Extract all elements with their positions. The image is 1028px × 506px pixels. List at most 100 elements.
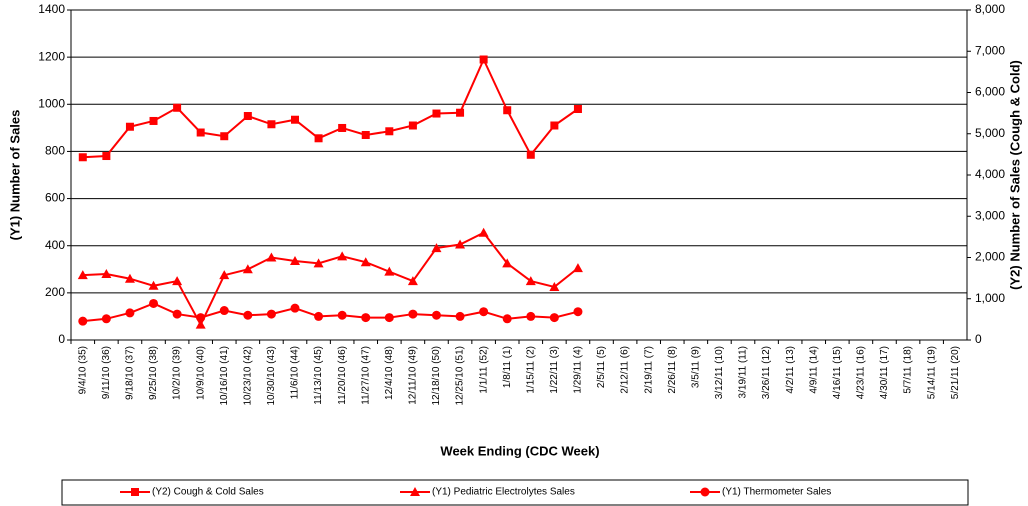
data-point bbox=[314, 134, 323, 143]
data-point bbox=[313, 258, 324, 268]
y2-tick-label: 1,000 bbox=[975, 291, 1005, 305]
data-point bbox=[266, 252, 277, 262]
y-tick-label: 1000 bbox=[38, 96, 65, 110]
legend-box bbox=[61, 479, 969, 506]
data-point bbox=[360, 257, 371, 267]
x-tick-label: 4/16/11 (15) bbox=[832, 346, 843, 399]
y2-tick-label: 6,000 bbox=[975, 85, 1005, 99]
data-point bbox=[572, 263, 583, 273]
data-point bbox=[102, 152, 111, 161]
data-point bbox=[337, 310, 347, 320]
x-tick-label: 5/7/11 (18) bbox=[903, 346, 914, 394]
data-point bbox=[361, 130, 370, 139]
y2-tick-label: 3,000 bbox=[975, 208, 1005, 222]
data-point bbox=[408, 121, 417, 130]
y-tick-label: 200 bbox=[45, 285, 65, 299]
data-point bbox=[573, 307, 583, 317]
data-point bbox=[549, 281, 560, 291]
data-point bbox=[290, 303, 300, 313]
x-tick-label: 10/30/10 (43) bbox=[266, 346, 277, 406]
data-point bbox=[384, 313, 394, 323]
x-tick-label: 5/21/11 (20) bbox=[950, 346, 961, 399]
y-tick-label: 1200 bbox=[38, 49, 65, 63]
x-tick-label: 12/11/10 (49) bbox=[408, 346, 419, 405]
x-tick-label: 3/5/11 (9) bbox=[690, 346, 701, 388]
data-point bbox=[549, 313, 559, 323]
data-point bbox=[220, 132, 229, 141]
data-point bbox=[101, 269, 112, 278]
y2-tick-label: 2,000 bbox=[975, 250, 1005, 264]
x-tick-label: 2/12/11 (6) bbox=[620, 346, 631, 394]
data-point bbox=[290, 256, 300, 266]
data-point bbox=[267, 120, 276, 129]
data-point bbox=[384, 266, 395, 276]
plot-frame bbox=[70, 9, 968, 341]
data-point bbox=[407, 276, 418, 286]
x-tick-label: 1/15/11 (2) bbox=[525, 346, 536, 394]
data-point bbox=[172, 309, 182, 319]
data-point bbox=[242, 264, 253, 274]
data-point bbox=[361, 313, 371, 323]
x-tick-label: 12/18/10 (50) bbox=[431, 346, 442, 406]
data-point bbox=[78, 316, 88, 326]
x-tick-label: 4/9/11 (14) bbox=[808, 346, 819, 394]
data-point bbox=[291, 115, 299, 124]
x-tick-label: 11/27/10 (47) bbox=[360, 346, 371, 405]
legend-label: (Y1) Thermometer Sales bbox=[722, 487, 831, 498]
y2-axis-title: (Y2) Number of Sales (Cough & Cold) bbox=[1007, 60, 1022, 290]
x-tick-label: 1/1/11 (52) bbox=[478, 346, 489, 394]
y-axis-title: (Y1) Number of Sales bbox=[7, 110, 22, 241]
data-point bbox=[526, 150, 535, 159]
data-point bbox=[338, 123, 347, 132]
data-point bbox=[431, 310, 441, 320]
data-point bbox=[455, 311, 465, 321]
x-tick-label: 1/22/11 (3) bbox=[549, 346, 560, 394]
y2-tick-label: 4,000 bbox=[975, 167, 1005, 181]
data-point bbox=[149, 298, 159, 308]
y-tick-label: 400 bbox=[45, 238, 65, 252]
x-tick-label: 2/5/11 (5) bbox=[596, 346, 607, 388]
x-tick-label: 12/25/10 (51) bbox=[455, 346, 466, 406]
legend-marker bbox=[131, 488, 139, 496]
series-line bbox=[82, 302, 579, 323]
x-tick-label: 11/13/10 (45) bbox=[313, 346, 324, 405]
series-line bbox=[82, 231, 579, 327]
data-point bbox=[219, 270, 230, 280]
data-point bbox=[479, 55, 488, 64]
data-point bbox=[573, 105, 582, 113]
data-point bbox=[172, 276, 183, 286]
data-point bbox=[502, 258, 513, 268]
y-tick-label: 1400 bbox=[38, 2, 65, 16]
data-point bbox=[125, 122, 134, 131]
data-point bbox=[124, 273, 135, 283]
data-point bbox=[243, 310, 253, 320]
y-tick-label: 0 bbox=[58, 332, 65, 346]
data-point bbox=[456, 108, 465, 117]
x-tick-label: 12/4/10 (48) bbox=[384, 346, 395, 400]
x-tick-label: 1/29/11 (4) bbox=[573, 346, 584, 394]
y2-tick-label: 8,000 bbox=[975, 2, 1005, 16]
data-point bbox=[78, 153, 87, 162]
x-tick-label: 9/25/10 (38) bbox=[148, 346, 159, 400]
series-line bbox=[82, 57, 579, 159]
legend-label: (Y1) Pediatric Electrolytes Sales bbox=[432, 487, 575, 498]
data-point bbox=[196, 313, 206, 323]
x-tick-label: 10/16/10 (41) bbox=[219, 346, 230, 406]
x-tick-label: 4/30/11 (17) bbox=[879, 346, 890, 399]
data-point bbox=[314, 311, 324, 321]
x-tick-label: 2/26/11 (8) bbox=[667, 346, 678, 394]
x-tick-label: 11/6/10 (44) bbox=[290, 346, 301, 399]
data-point bbox=[431, 243, 442, 253]
data-point bbox=[550, 121, 559, 130]
data-point bbox=[196, 128, 205, 137]
data-point bbox=[219, 306, 229, 316]
x-tick-label: 10/9/10 (40) bbox=[195, 346, 206, 400]
data-point bbox=[125, 308, 135, 318]
x-tick-label: 1/8/11 (1) bbox=[502, 346, 513, 388]
y2-tick-label: 0 bbox=[975, 332, 982, 346]
data-point bbox=[101, 314, 111, 324]
data-point bbox=[432, 109, 441, 118]
y2-tick-label: 7,000 bbox=[975, 43, 1005, 57]
data-point bbox=[455, 239, 466, 249]
